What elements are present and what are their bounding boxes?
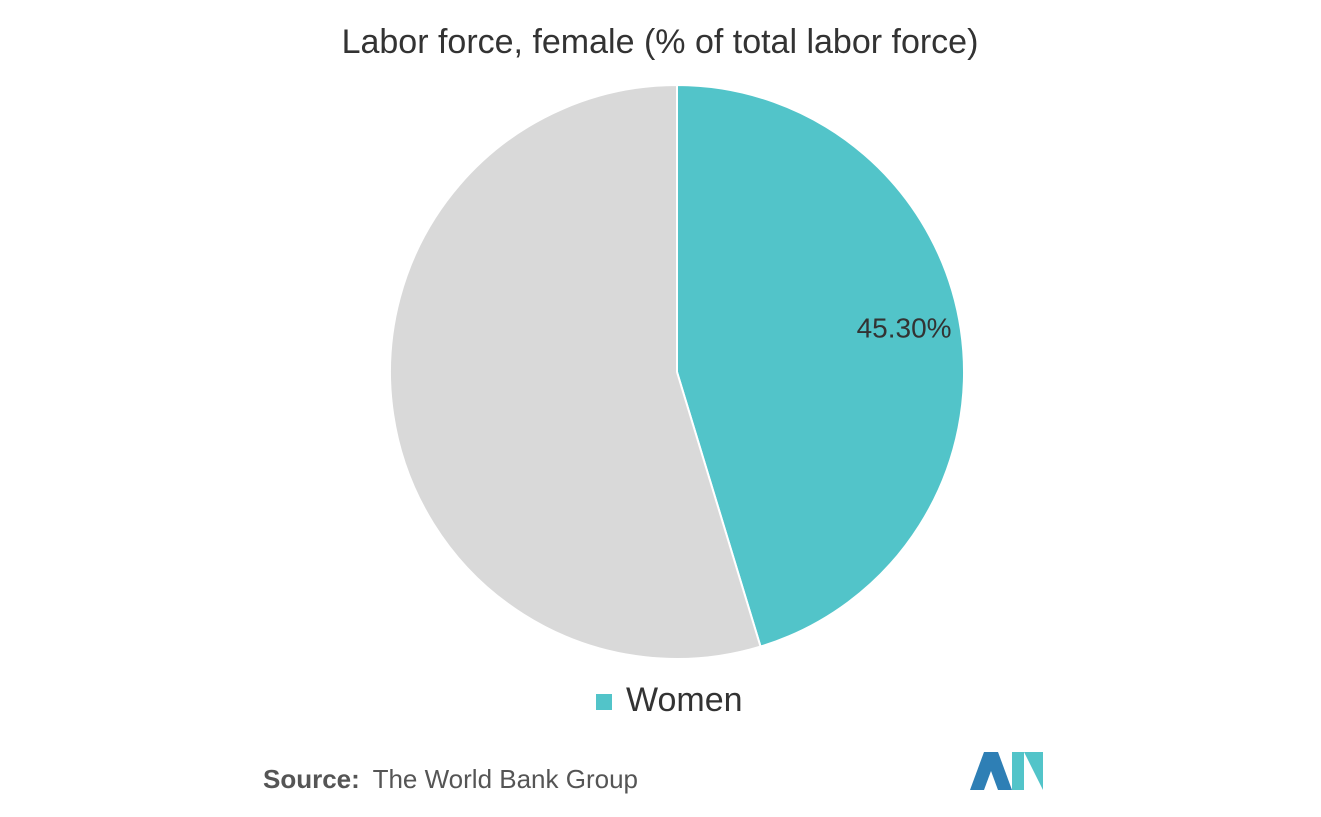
logo: [970, 752, 1043, 790]
data-label: 45.30%: [857, 313, 952, 344]
source: Source: The World Bank Group: [263, 764, 638, 794]
chart-title: Labor force, female (% of total labor fo…: [342, 23, 979, 61]
pie-slice: [676, 83, 965, 648]
pie-slice: [388, 83, 762, 660]
source-text: The World Bank Group: [373, 764, 638, 794]
legend-swatch: [596, 694, 612, 710]
source-label: Source:: [263, 764, 360, 794]
legend-label: Women: [626, 681, 743, 719]
